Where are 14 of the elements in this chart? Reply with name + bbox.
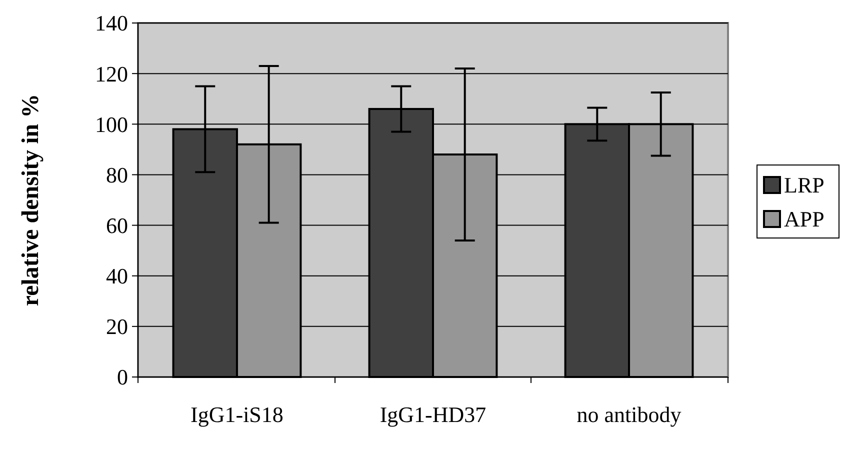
y-tick-label: 140 bbox=[95, 10, 128, 36]
x-tick-label: no antibody bbox=[576, 402, 682, 427]
y-tick-label: 120 bbox=[95, 61, 128, 86]
legend-label: APP bbox=[784, 206, 824, 232]
y-tick-label: 0 bbox=[117, 364, 128, 390]
y-tick-label: 80 bbox=[106, 162, 128, 188]
y-tick-label: 100 bbox=[95, 112, 128, 137]
x-tick-label: IgG1-iS18 bbox=[190, 402, 284, 427]
y-tick-label: 20 bbox=[106, 314, 128, 340]
legend-label: LRP bbox=[784, 172, 824, 198]
y-tick-label: 60 bbox=[106, 212, 128, 238]
y-axis-title: relative density in % bbox=[18, 94, 44, 306]
x-tick-label: IgG1-HD37 bbox=[380, 402, 486, 427]
y-tick-label: 40 bbox=[106, 264, 128, 289]
